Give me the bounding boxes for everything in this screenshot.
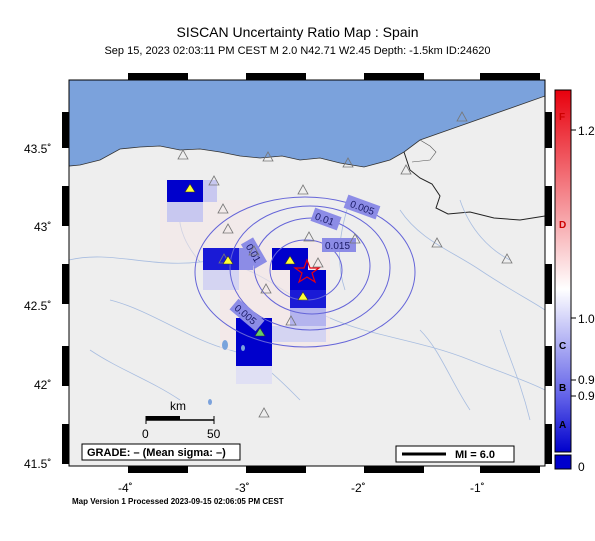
scale-bar: km 0 50 — [142, 399, 221, 441]
y-tick-label: 42˚ — [34, 378, 51, 392]
mi-box: MI = 6.0 — [395, 445, 515, 463]
map-title: SISCAN Uncertainty Ratio Map : Spain — [176, 24, 419, 40]
colorbar-value: 0.9 — [578, 389, 595, 403]
colorbar-value: 1.2 — [578, 124, 595, 138]
x-tick-label: -1˚ — [470, 481, 485, 495]
station-markers — [177, 111, 513, 418]
colorbar-value: 0 — [578, 460, 585, 474]
map-area: 0.005 0.01 0.015 0.01 0.005 — [62, 73, 552, 473]
scale-start: 0 — [142, 427, 149, 441]
x-tick-label: -4˚ — [118, 481, 133, 495]
colorbar-value: 1.0 — [578, 312, 595, 326]
y-axis-ticks: 43.5˚ 43˚ 42.5˚ 42˚ 41.5˚ — [24, 142, 51, 471]
y-tick-label: 43.5˚ — [24, 142, 51, 156]
mi-text: MI = 6.0 — [455, 449, 495, 461]
y-tick-label: 41.5˚ — [24, 457, 51, 471]
colorbar: F D C B A 1.2 1.0 0.9 0.9 0 — [554, 89, 595, 474]
scale-unit: km — [170, 399, 186, 413]
colorbar-value: 0.9 — [578, 373, 595, 387]
scale-end: 50 — [207, 427, 221, 441]
used-station-markers — [184, 183, 309, 337]
grade-letter: D — [559, 220, 566, 231]
grade-letter: C — [559, 341, 566, 352]
grade-letter: F — [559, 112, 565, 123]
grade-letter: A — [559, 420, 566, 431]
frame-bars — [62, 73, 552, 473]
grade-text: GRADE: – (Mean sigma: –) — [87, 447, 226, 459]
epicenter-star — [293, 258, 321, 284]
sea-area — [68, 79, 546, 168]
contour-label: 0.015 — [325, 241, 350, 252]
x-axis-ticks: -4˚ -3˚ -2˚ -1˚ — [118, 481, 485, 495]
grade-box: GRADE: – (Mean sigma: –) — [81, 443, 241, 461]
grade-letter: B — [559, 383, 566, 394]
x-tick-label: -3˚ — [235, 481, 250, 495]
x-tick-label: -2˚ — [351, 481, 366, 495]
border-line — [403, 151, 546, 221]
map-subtitle: Sep 15, 2023 02:03:11 PM CEST M 2.0 N42.… — [104, 45, 491, 57]
y-tick-label: 42.5˚ — [24, 299, 51, 313]
y-tick-label: 43˚ — [34, 220, 51, 234]
processing-footer: Map Version 1 Processed 2023-09-15 02:06… — [72, 497, 284, 506]
